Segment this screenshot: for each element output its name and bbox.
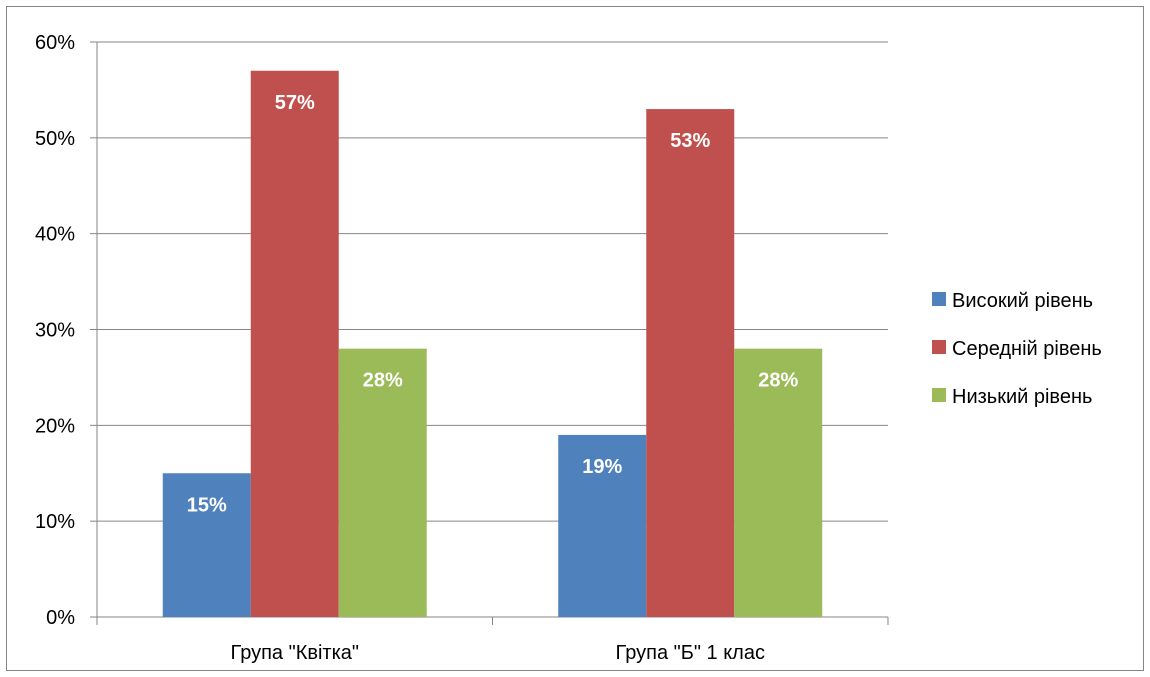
legend: Високий рівень Середній рівень Низький рів… (932, 290, 1102, 408)
data-labels: 15% 57% 28% 19% 53% 28% (187, 92, 799, 517)
bar (250, 70, 339, 617)
y-tick-label: 0% (46, 607, 75, 629)
x-category-label: Група "Квітка" (230, 642, 359, 664)
y-tick-label: 10% (35, 511, 75, 533)
data-label: 28% (758, 370, 798, 392)
legend-swatch (932, 388, 946, 402)
data-label: 28% (363, 370, 403, 392)
y-tick-label: 50% (35, 128, 75, 150)
data-label: 15% (187, 494, 227, 516)
bar (162, 473, 251, 617)
bar (558, 434, 647, 617)
x-category-label: Група "Б" 1 клас (616, 642, 765, 664)
legend-swatch (932, 292, 946, 306)
legend-label: Високий рівень (952, 290, 1093, 312)
data-label: 53% (670, 130, 710, 152)
legend-label: Середній рівень (952, 338, 1102, 360)
axes: 0% 10% 20% 30% 40% 50% 60% Група "Квітка" Група … (35, 32, 889, 664)
y-tick-label: 40% (35, 224, 75, 246)
data-label: 57% (275, 92, 315, 114)
bars (162, 70, 823, 617)
y-tick-label: 60% (35, 32, 75, 54)
legend-label: Низький рівень (952, 386, 1092, 408)
data-label: 19% (582, 456, 622, 478)
bar (338, 348, 427, 617)
legend-swatch (932, 340, 946, 354)
bar (734, 348, 823, 617)
y-tick-label: 30% (35, 320, 75, 342)
bar (646, 109, 735, 617)
y-tick-label: 20% (35, 415, 75, 437)
